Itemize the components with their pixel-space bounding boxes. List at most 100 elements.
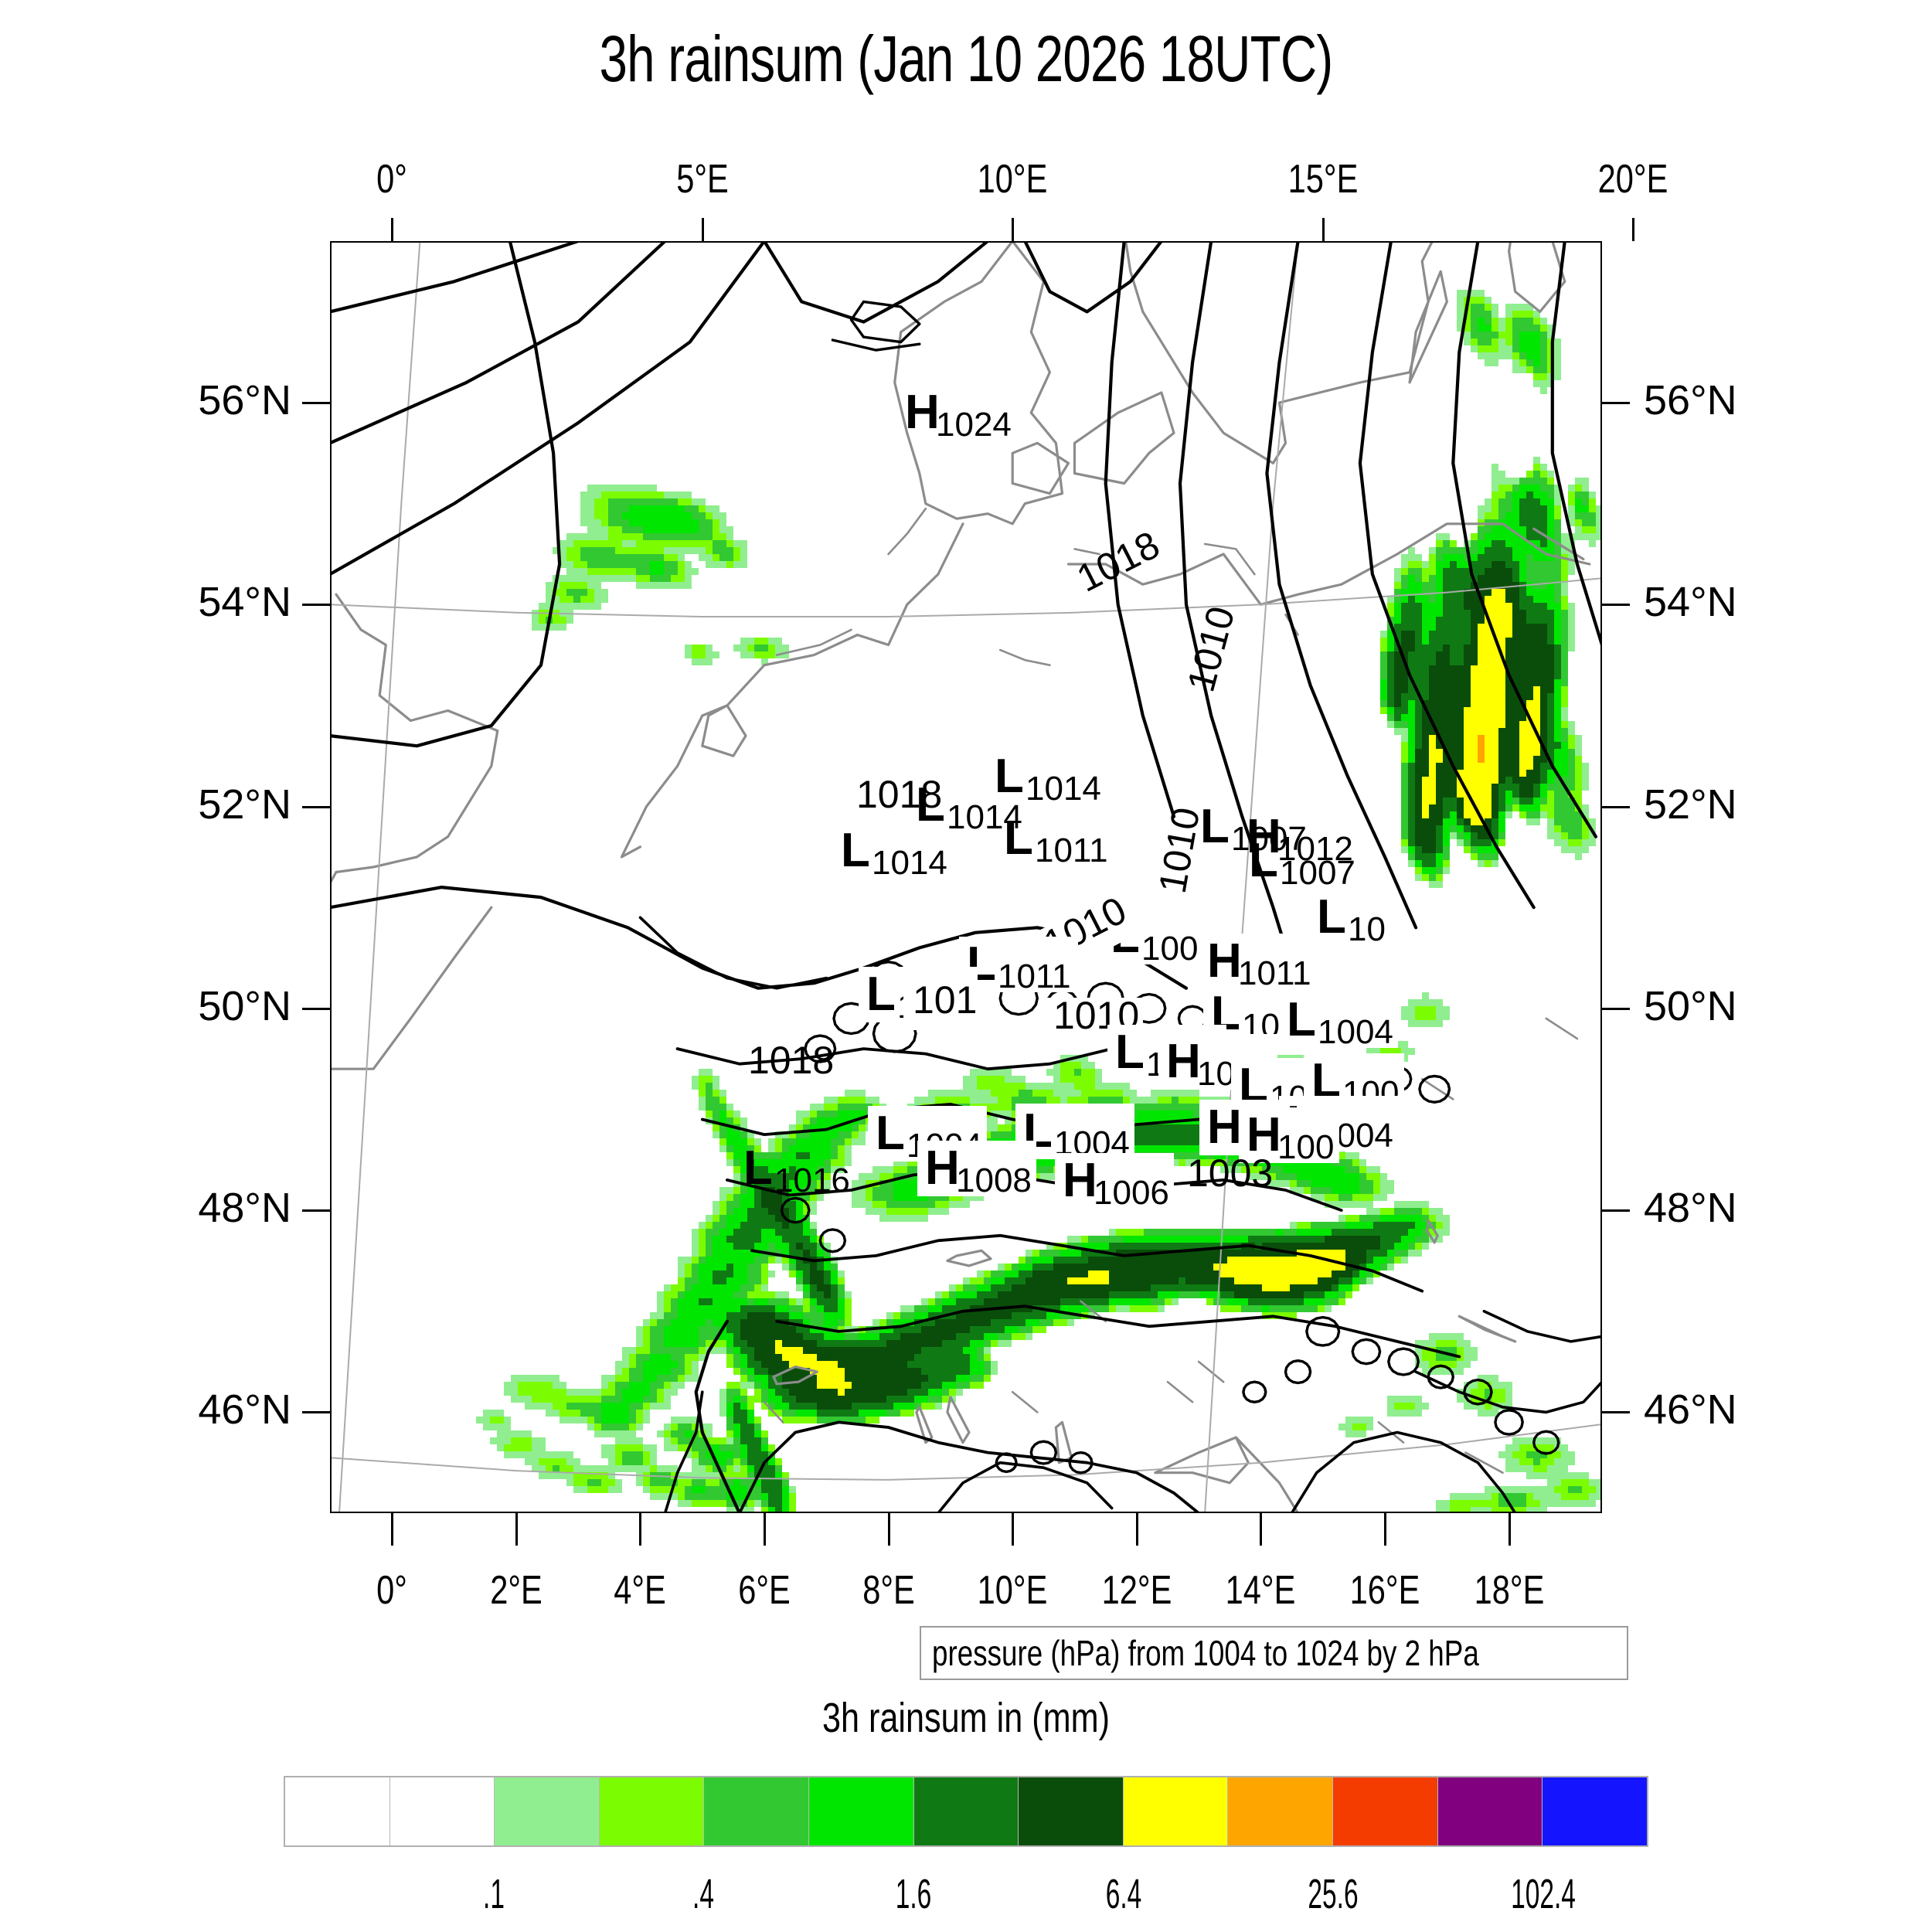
colorbar-tick-label: 1.6	[895, 1871, 932, 1917]
svg-text:L: L	[916, 778, 945, 832]
svg-text:H: H	[1247, 1108, 1281, 1162]
svg-text:H: H	[1207, 1100, 1242, 1154]
axis-tick-right	[1602, 604, 1630, 607]
svg-text:H: H	[1063, 1154, 1097, 1207]
axis-tick-bottom	[639, 1513, 642, 1546]
weather-map[interactable]: H 1024 1018 1010 L 1014 L 1014 L 1014 1018 L 1011 L 10…	[330, 241, 1602, 1513]
axis-tick-top	[1321, 218, 1325, 241]
pressure-legend-text: pressure (hPa) from 1004 to 1024 by 2 hP…	[932, 1633, 1479, 1673]
svg-text:1011: 1011	[1238, 954, 1311, 992]
axis-label-left: 48°N	[198, 1185, 291, 1232]
colorbar-cell[interactable]	[1437, 1777, 1543, 1845]
svg-text:H: H	[905, 386, 940, 439]
axis-label-right: 52°N	[1644, 781, 1737, 828]
axis-tick-bottom	[1135, 1513, 1138, 1546]
axis-label-bottom: 4°E	[614, 1568, 667, 1613]
colorbar-tick-label: 6.4	[1105, 1871, 1142, 1917]
svg-text:1003: 1003	[1187, 1151, 1273, 1195]
axis-tick-top	[1632, 218, 1635, 241]
axis-label-left: 50°N	[198, 982, 291, 1029]
axis-label-right: 50°N	[1644, 982, 1737, 1029]
axis-tick-bottom	[391, 1513, 394, 1546]
svg-text:L: L	[866, 968, 896, 1021]
axis-label-left: 46°N	[198, 1386, 291, 1434]
axis-label-bottom: 8°E	[862, 1568, 915, 1613]
colorbar[interactable]	[284, 1776, 1648, 1847]
axis-tick-bottom	[764, 1513, 767, 1546]
svg-text:1007: 1007	[1231, 820, 1307, 858]
colorbar-tick-label: .4	[692, 1871, 715, 1917]
colorbar-cell[interactable]	[913, 1777, 1019, 1845]
axis-tick-bottom	[1012, 1513, 1015, 1546]
svg-text:10: 10	[1348, 910, 1386, 948]
svg-text:1018: 1018	[856, 773, 942, 816]
axis-tick-left	[302, 604, 330, 607]
colorbar-tick-label: 25.6	[1308, 1871, 1359, 1917]
colorbar-tick-label: .1	[482, 1871, 505, 1917]
axis-label-right: 46°N	[1644, 1386, 1737, 1434]
axis-tick-right	[1602, 805, 1630, 808]
svg-text:L: L	[1249, 834, 1278, 887]
colorbar-cell[interactable]	[494, 1777, 599, 1845]
axis-tick-right	[1602, 1209, 1630, 1213]
colorbar-cell[interactable]	[1018, 1777, 1123, 1845]
svg-text:L: L	[1317, 890, 1346, 944]
svg-text:1011: 1011	[998, 957, 1071, 995]
svg-text:1024: 1024	[936, 406, 1012, 444]
axis-label-left: 52°N	[198, 781, 291, 828]
axis-tick-left	[302, 1007, 330, 1010]
axis-label-bottom: 14°E	[1226, 1568, 1296, 1613]
colorbar-cell[interactable]	[1122, 1777, 1228, 1845]
svg-text:L: L	[1004, 811, 1033, 865]
axis-tick-bottom	[887, 1513, 890, 1546]
axis-label-bottom: 12°E	[1101, 1568, 1172, 1613]
svg-text:L: L	[743, 1141, 773, 1195]
axis-label-top: 0°	[376, 157, 408, 202]
colorbar-cell[interactable]	[1332, 1777, 1437, 1845]
svg-text:H: H	[1207, 934, 1242, 988]
svg-text:1018: 1018	[1070, 522, 1167, 600]
axis-label-bottom: 10°E	[977, 1568, 1048, 1613]
axis-label-top: 5°E	[675, 157, 729, 202]
colorbar-cell[interactable]	[703, 1777, 809, 1845]
colorbar-tick-label: 102.4	[1511, 1871, 1577, 1917]
svg-text:1006: 1006	[1094, 1174, 1169, 1212]
colorbar-cell[interactable]	[808, 1777, 913, 1845]
pressure-legend: pressure (hPa) from 1004 to 1024 by 2 hP…	[920, 1626, 1628, 1680]
axis-tick-bottom	[1383, 1513, 1386, 1546]
svg-text:H: H	[925, 1141, 960, 1195]
colorbar-cell[interactable]	[598, 1777, 704, 1845]
svg-text:1018: 1018	[748, 1039, 834, 1082]
axis-label-left: 56°N	[198, 377, 291, 424]
axis-label-right: 56°N	[1644, 377, 1737, 424]
axis-label-right: 54°N	[1644, 579, 1737, 626]
axis-label-top: 15°E	[1287, 157, 1358, 202]
svg-text:H: H	[1166, 1035, 1201, 1088]
axis-label-bottom: 6°E	[738, 1568, 791, 1613]
svg-text:100: 100	[1277, 1128, 1334, 1166]
axis-tick-left	[302, 805, 330, 808]
colorbar-cell[interactable]	[285, 1777, 389, 1845]
axis-tick-right	[1602, 1411, 1630, 1414]
svg-text:L: L	[876, 1107, 905, 1160]
axis-label-bottom: 16°E	[1349, 1568, 1420, 1613]
svg-text:L: L	[995, 750, 1024, 803]
svg-text:1012: 1012	[1277, 830, 1353, 868]
page-title: 3h rainsum (Jan 10 2026 18UTC)	[599, 22, 1334, 95]
svg-text:1010: 1010	[1151, 804, 1208, 896]
svg-text:1008: 1008	[956, 1162, 1032, 1199]
axis-tick-right	[1602, 1007, 1630, 1010]
colorbar-title: 3h rainsum in (mm)	[821, 1695, 1111, 1741]
colorbar-cell[interactable]	[1542, 1777, 1647, 1845]
axis-tick-left	[302, 1411, 330, 1414]
axis-tick-left	[302, 1209, 330, 1213]
axis-label-top: 10°E	[977, 157, 1048, 202]
colorbar-cell[interactable]	[1227, 1777, 1333, 1845]
axis-label-bottom: 18°E	[1474, 1568, 1544, 1613]
svg-text:1014: 1014	[947, 798, 1022, 836]
axis-tick-top	[701, 218, 704, 241]
colorbar-cell[interactable]	[389, 1777, 495, 1845]
axis-label-top: 20°E	[1597, 157, 1668, 202]
svg-text:1011: 1011	[1035, 832, 1108, 869]
